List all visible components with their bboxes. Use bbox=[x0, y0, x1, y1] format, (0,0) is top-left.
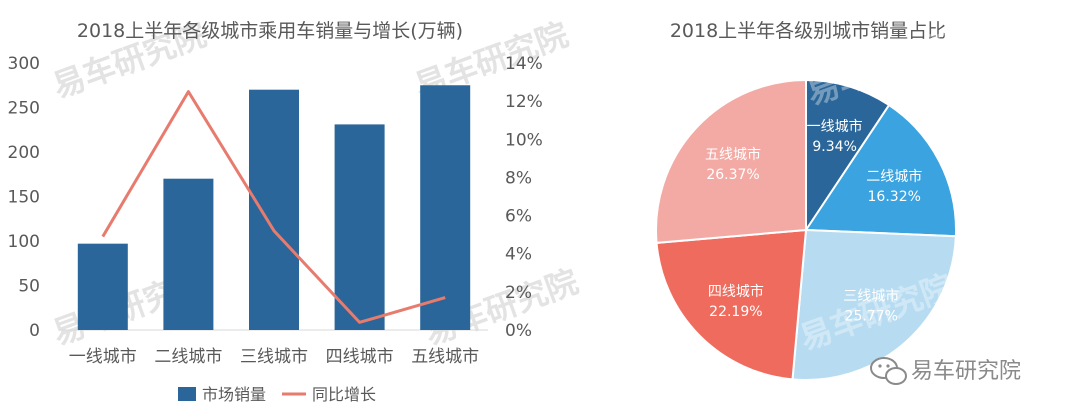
y-left-tick-label: 100 bbox=[8, 232, 40, 252]
left-chart-title: 2018上半年各级城市乘用车销量与增长(万辆) bbox=[77, 20, 463, 42]
y-right-tick-label: 6% bbox=[505, 207, 532, 227]
x-tick-label: 一线城市 bbox=[69, 347, 137, 367]
pie-slice-value: 9.34% bbox=[812, 139, 856, 155]
brand-mark: 易车研究院 bbox=[870, 357, 1021, 385]
y-left-tick-label: 150 bbox=[8, 188, 40, 208]
pie-slice-label: 四线城市 bbox=[708, 283, 764, 300]
y-left-tick-label: 300 bbox=[8, 54, 40, 74]
bar bbox=[420, 85, 471, 330]
combo-chart: 300 250 200 150 100 50 0 14% 12% 10% 8% 6% 4% 2% 0% 一线城… bbox=[8, 54, 543, 404]
bar bbox=[334, 124, 385, 330]
legend-label: 同比增长 bbox=[312, 385, 376, 404]
legend-swatch-bar bbox=[178, 387, 196, 401]
pie-slice-value: 26.37% bbox=[706, 167, 759, 183]
pie-slice bbox=[791, 228, 957, 381]
pie-slice-label: 二线城市 bbox=[866, 168, 922, 185]
y-right-tick-label: 10% bbox=[505, 130, 543, 150]
legend-label: 市场销量 bbox=[202, 385, 266, 404]
bar bbox=[163, 178, 214, 330]
pie-slice-value: 16.32% bbox=[868, 189, 921, 205]
pie-slice-label: 三线城市 bbox=[843, 287, 899, 304]
y-right-tick-label: 2% bbox=[505, 283, 532, 303]
x-tick-label: 二线城市 bbox=[154, 347, 222, 367]
y-left-tick-label: 50 bbox=[18, 277, 40, 297]
y-left-tick-label: 250 bbox=[8, 99, 40, 119]
y-left-tick-label: 0 bbox=[29, 321, 40, 341]
y-right-tick-label: 4% bbox=[505, 245, 532, 265]
pie-chart: 一线城市 9.34% 二线城市 16.32% 三线城市 25.77% 四线城市 22.19% 五… bbox=[655, 78, 957, 381]
y-right-tick-label: 12% bbox=[505, 92, 543, 112]
pie-slice-value: 25.77% bbox=[845, 308, 898, 324]
y-right-tick-label: 0% bbox=[505, 321, 532, 341]
wechat-icon bbox=[870, 357, 907, 385]
bar bbox=[249, 89, 299, 330]
pie-slice bbox=[805, 78, 891, 234]
x-tick-label: 五线城市 bbox=[411, 347, 479, 367]
bar bbox=[77, 243, 128, 330]
pie-slice-value: 22.19% bbox=[709, 304, 762, 320]
pie-slice bbox=[655, 78, 807, 245]
x-tick-label: 三线城市 bbox=[240, 347, 308, 367]
pie-slice-label: 一线城市 bbox=[807, 118, 863, 135]
y-right-tick-label: 8% bbox=[505, 168, 532, 188]
x-tick-label: 四线城市 bbox=[326, 347, 394, 367]
brand-text: 易车研究院 bbox=[911, 359, 1021, 384]
pie-slice bbox=[655, 228, 808, 381]
pie-slice bbox=[804, 103, 957, 238]
pie-chart-title: 2018上半年各级别城市销量占比 bbox=[670, 20, 946, 42]
pie-slice-label: 五线城市 bbox=[705, 146, 761, 163]
y-right-tick-label: 14% bbox=[505, 54, 543, 74]
y-left-tick-label: 200 bbox=[8, 143, 40, 163]
